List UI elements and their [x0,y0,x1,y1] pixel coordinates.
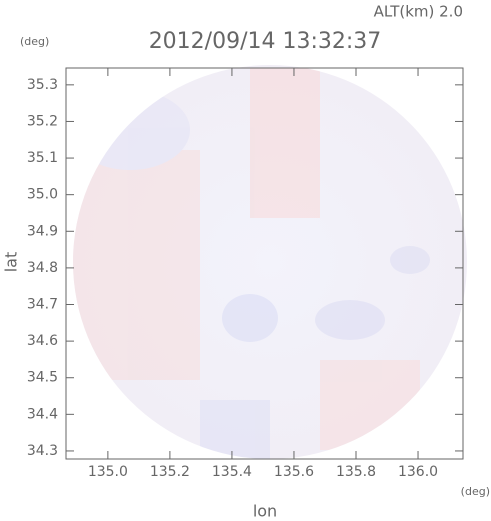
x-tick-label: 135.8 [336,464,376,480]
x-tick-label: 136.0 [398,464,438,480]
x-axis-label: lon [253,502,277,521]
x-unit: (deg) [461,485,490,498]
chart-title: 2012/09/14 13:32:37 [149,29,382,54]
y-tick-label: 34.9 [27,223,58,239]
plot-frame [65,67,464,460]
y-tick-label: 35.2 [27,113,58,129]
radar-field [73,65,467,459]
x-tick-label: 135.0 [88,464,128,480]
y-tick-label: 34.7 [27,297,58,313]
x-tick-label: 135.2 [150,464,190,480]
y-axis-label: lat [2,252,21,273]
y-tick-label: 35.1 [27,150,58,166]
y-tick-label: 34.6 [27,333,58,349]
y-tick-label: 34.8 [27,260,58,276]
x-tick-label: 135.6 [274,464,314,480]
altitude-label: ALT(km) 2.0 [374,3,463,21]
y-tick-label: 34.4 [27,406,58,422]
y-tick-label: 34.5 [27,370,58,386]
y-tick-label: 35.0 [27,187,58,203]
x-tick-label: 135.4 [212,464,252,480]
y-tick-label: 35.3 [27,77,58,93]
y-unit: (deg) [20,35,49,48]
y-tick-label: 34.3 [27,443,58,459]
